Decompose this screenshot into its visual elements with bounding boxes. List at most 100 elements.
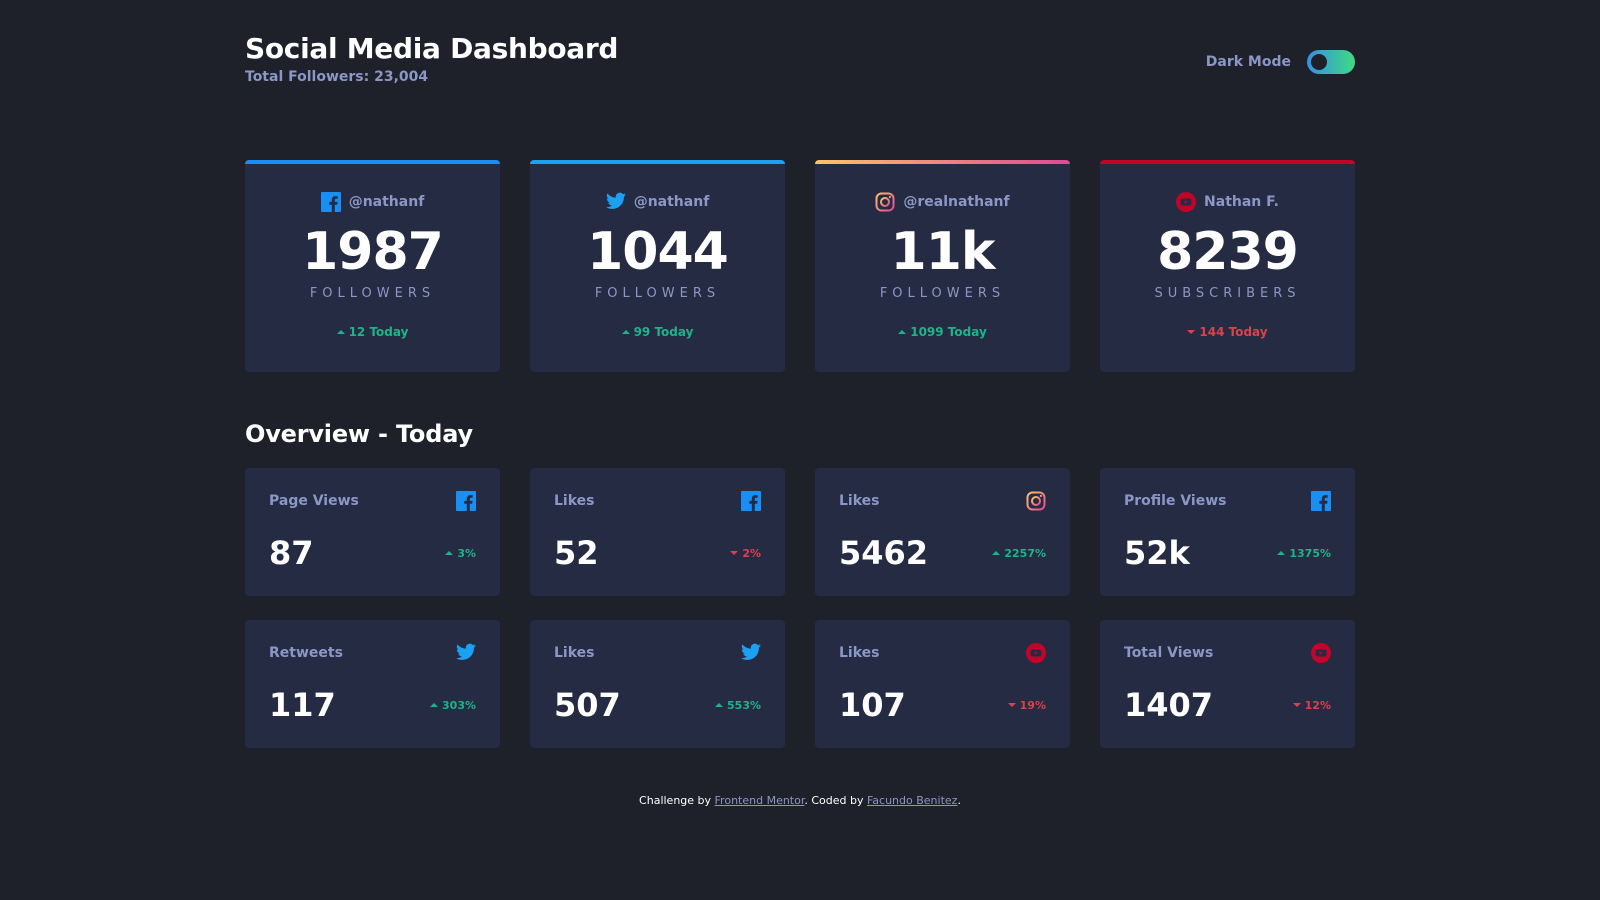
frontend-mentor-link[interactable]: Frontend Mentor — [714, 794, 805, 807]
overview-tile: Likes 52 2% — [530, 468, 785, 596]
tile-percent: 19% — [1007, 698, 1046, 712]
today-text: 1099 Today — [910, 325, 987, 339]
tile-percent-text: 2% — [742, 546, 761, 560]
tile-value: 5462 — [839, 534, 929, 572]
tile-percent: 12% — [1292, 698, 1331, 712]
arrow-up-icon — [715, 703, 724, 707]
overview-tile: Retweets 117 303% — [245, 620, 500, 748]
tile-label: Likes — [839, 645, 880, 661]
overview-title: Overview - Today — [245, 420, 473, 448]
tile-percent-text: 3% — [457, 546, 476, 560]
card-handle: Nathan F. — [1100, 192, 1355, 212]
tile-percent-text: 1375% — [1289, 546, 1331, 560]
footer-prefix: Challenge by — [639, 794, 715, 807]
tile-body: 507 553% — [554, 686, 761, 724]
count-label: FOLLOWERS — [309, 286, 436, 301]
dashboard: Social Media Dashboard Total Followers: … — [245, 0, 1355, 807]
arrow-up-icon — [898, 330, 907, 334]
today-text: 12 Today — [348, 325, 409, 339]
dark-mode-control: Dark Mode — [1206, 50, 1355, 74]
youtube-icon — [1026, 643, 1046, 663]
facebook-icon — [320, 192, 341, 212]
tile-percent-text: 19% — [1019, 698, 1046, 712]
tile-body: 52k 1375% — [1124, 534, 1331, 572]
tile-percent: 1375% — [1277, 547, 1331, 560]
card-youtube: Nathan F. 8239 SUBSCRIBERS 144 Today — [1100, 160, 1355, 372]
count-label: FOLLOWERS — [879, 286, 1006, 301]
tile-body: 1407 12% — [1124, 686, 1331, 724]
tile-value: 52 — [554, 534, 599, 572]
tile-label: Page Views — [269, 493, 359, 509]
handle-text: @nathanf — [348, 194, 425, 210]
tile-percent-text: 2257% — [1004, 546, 1046, 560]
tile-value: 107 — [839, 686, 906, 724]
arrow-down-icon — [1007, 703, 1016, 707]
instagram-icon — [875, 192, 895, 212]
tile-value: 507 — [554, 686, 621, 724]
facebook-icon — [1311, 491, 1331, 511]
count-label: FOLLOWERS — [594, 286, 721, 301]
tile-percent-text: 553% — [727, 698, 761, 712]
card-top-bar — [245, 160, 500, 164]
tile-label: Likes — [554, 645, 595, 661]
card-top-bar — [815, 160, 1070, 164]
tile-label: Total Views — [1124, 645, 1214, 661]
tile-body: 117 303% — [269, 686, 476, 724]
handle-text: @realnathanf — [903, 194, 1010, 210]
today-change: 12 Today — [245, 325, 500, 339]
youtube-icon — [1311, 643, 1331, 663]
author-link[interactable]: Facundo Benitez — [866, 794, 958, 807]
arrow-up-icon — [430, 703, 439, 707]
twitter-icon — [605, 192, 626, 212]
toggle-knob — [1311, 54, 1327, 70]
total-followers: Total Followers: 23,004 — [245, 69, 429, 85]
tile-percent: 2% — [730, 547, 761, 560]
arrow-down-icon — [1187, 330, 1196, 334]
footer-suffix: . — [957, 794, 961, 807]
youtube-icon — [1176, 192, 1197, 212]
tile-percent: 2257% — [992, 547, 1046, 560]
card-twitter: @nathanf 1044 FOLLOWERS 99 Today — [530, 160, 785, 372]
follower-count: 1987 — [302, 222, 444, 282]
tile-value: 117 — [269, 686, 336, 724]
today-change: 1099 Today — [815, 325, 1070, 339]
tile-header: Total Views — [1124, 620, 1331, 680]
instagram-icon — [1026, 491, 1046, 511]
dark-mode-toggle[interactable] — [1307, 50, 1355, 74]
tile-header: Likes — [839, 468, 1046, 528]
arrow-up-icon — [445, 551, 454, 555]
tile-label: Retweets — [269, 645, 343, 661]
follower-count: 11k — [890, 222, 996, 282]
tile-body: 5462 2257% — [839, 534, 1046, 572]
card-handle: @realnathanf — [815, 192, 1070, 212]
overview-tile: Profile Views 52k 1375% — [1100, 468, 1355, 596]
tile-label: Likes — [839, 493, 880, 509]
page-title: Social Media Dashboard — [245, 32, 619, 65]
footer-middle: . Coded by — [804, 794, 867, 807]
tile-value: 87 — [269, 534, 314, 572]
tile-header: Likes — [554, 468, 761, 528]
tile-header: Page Views — [269, 468, 476, 528]
overview-tile: Likes 107 19% — [815, 620, 1070, 748]
today-text: 144 Today — [1199, 325, 1268, 339]
overview-tile: Page Views 87 3% — [245, 468, 500, 596]
tile-percent: 553% — [715, 699, 761, 712]
tile-header: Likes — [554, 620, 761, 680]
card-top-bar — [1100, 160, 1355, 164]
arrow-down-icon — [730, 551, 739, 555]
card-handle: @nathanf — [245, 192, 500, 212]
title-block: Social Media Dashboard Total Followers: … — [245, 32, 618, 85]
arrow-down-icon — [1292, 703, 1301, 707]
overview-tile: Likes 5462 2257% — [815, 468, 1070, 596]
subscriber-count: 8239 — [1157, 222, 1299, 282]
arrow-up-icon — [621, 330, 630, 334]
follower-count: 1044 — [587, 222, 729, 282]
tile-body: 52 2% — [554, 534, 761, 572]
tile-label: Likes — [554, 493, 595, 509]
tile-percent-text: 12% — [1304, 698, 1331, 712]
tile-label: Profile Views — [1124, 493, 1227, 509]
tile-body: 107 19% — [839, 686, 1046, 724]
handle-text: @nathanf — [633, 194, 710, 210]
arrow-up-icon — [336, 330, 345, 334]
today-text: 99 Today — [633, 325, 694, 339]
